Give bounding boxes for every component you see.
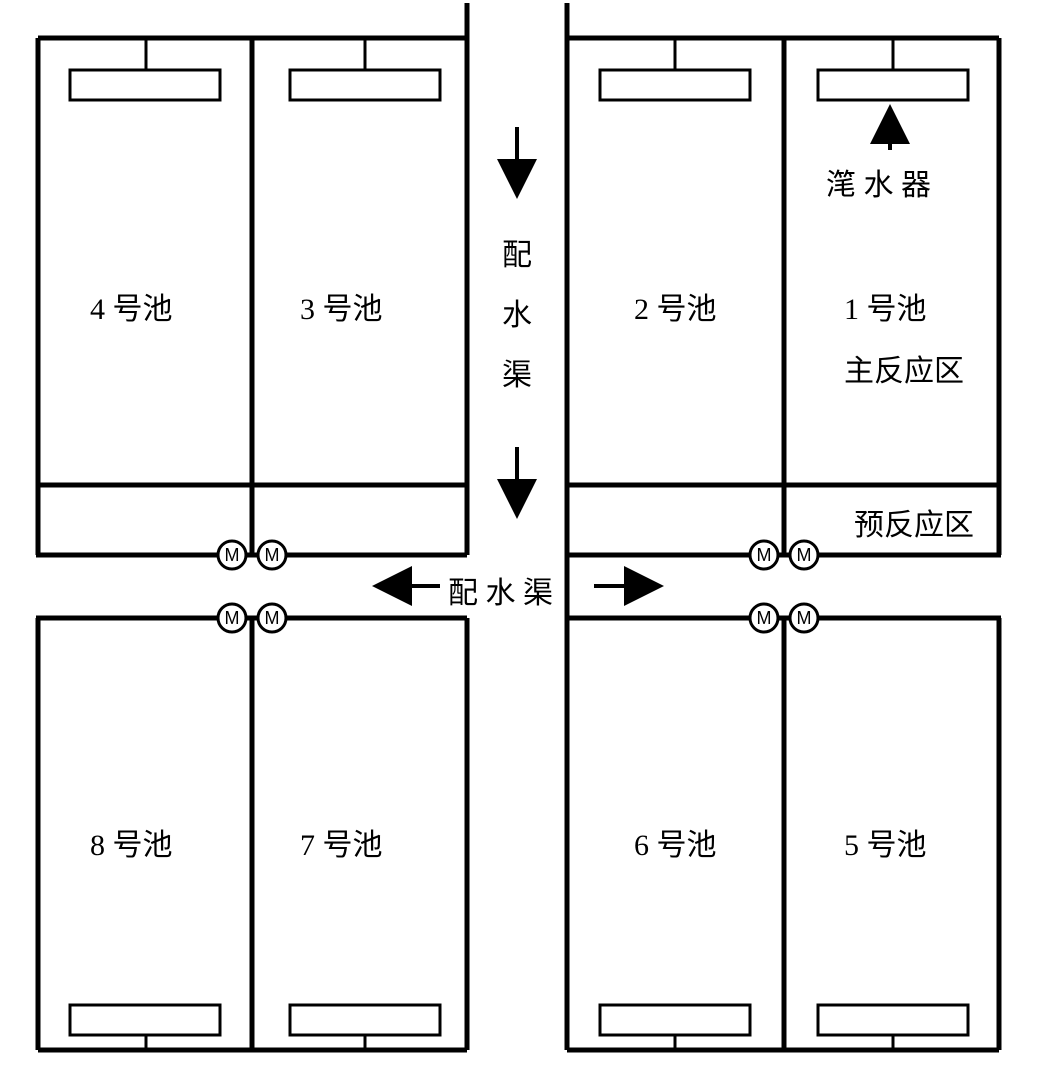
vchannel-char-1: 水 <box>502 290 532 334</box>
svg-text:M: M <box>265 608 280 628</box>
pool-4-label: 4 号池 <box>90 284 173 328</box>
main-zone-label: 主反应区 <box>844 346 964 390</box>
valve-m: M <box>750 604 778 632</box>
pool-6-label: 6 号池 <box>634 820 717 864</box>
svg-text:M: M <box>265 545 280 565</box>
valve-m: M <box>790 604 818 632</box>
vchannel-char-2: 渠 <box>502 350 532 394</box>
pre-zone-label: 预反应区 <box>854 500 974 544</box>
valve-m: M <box>750 541 778 569</box>
pool-8-label: 8 号池 <box>90 820 173 864</box>
svg-text:M: M <box>225 608 240 628</box>
valve-m: M <box>258 604 286 632</box>
svg-text:M: M <box>797 608 812 628</box>
valve-m: M <box>258 541 286 569</box>
svg-text:M: M <box>797 545 812 565</box>
pool-3-label: 3 号池 <box>300 284 383 328</box>
vchannel-char-0: 配 <box>502 230 532 274</box>
valve-m: M <box>790 541 818 569</box>
svg-text:M: M <box>225 545 240 565</box>
svg-text:M: M <box>757 545 772 565</box>
hchannel-label: 配 水 渠 <box>448 568 553 612</box>
pool-1-label: 1 号池 <box>844 284 927 328</box>
pool-2-label: 2 号池 <box>634 284 717 328</box>
decanter-label: 滗 水 器 <box>826 160 931 204</box>
valve-m: M <box>218 604 246 632</box>
pool-7-label: 7 号池 <box>300 820 383 864</box>
svg-text:M: M <box>757 608 772 628</box>
pool-5-label: 5 号池 <box>844 820 927 864</box>
valve-m: M <box>218 541 246 569</box>
